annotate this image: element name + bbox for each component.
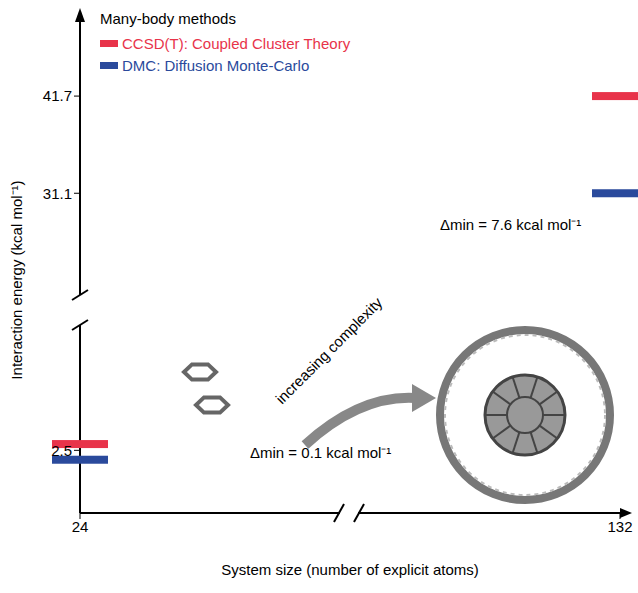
svg-text:24: 24 bbox=[72, 518, 89, 535]
svg-text:132: 132 bbox=[607, 518, 632, 535]
svg-text:DMC: Diffusion Monte-Carlo: DMC: Diffusion Monte-Carlo bbox=[122, 57, 309, 74]
svg-text:Interaction energy (kcal mol⁻¹: Interaction energy (kcal mol⁻¹) bbox=[8, 180, 25, 379]
svg-text:41.7: 41.7 bbox=[43, 87, 72, 104]
svg-text:Δmin = 7.6 kcal mol⁻¹: Δmin = 7.6 kcal mol⁻¹ bbox=[440, 216, 581, 233]
svg-text:Many-body methods: Many-body methods bbox=[100, 10, 236, 27]
svg-text:31.1: 31.1 bbox=[43, 185, 72, 202]
svg-text:System size (number of explici: System size (number of explicit atoms) bbox=[221, 561, 479, 578]
svg-text:Δmin = 0.1 kcal mol⁻¹: Δmin = 0.1 kcal mol⁻¹ bbox=[250, 444, 391, 461]
svg-text:2.5: 2.5 bbox=[51, 442, 72, 459]
svg-text:increasing complexity: increasing complexity bbox=[272, 293, 386, 407]
svg-text:CCSD(T): Coupled Cluster Theor: CCSD(T): Coupled Cluster Theory bbox=[122, 35, 351, 52]
